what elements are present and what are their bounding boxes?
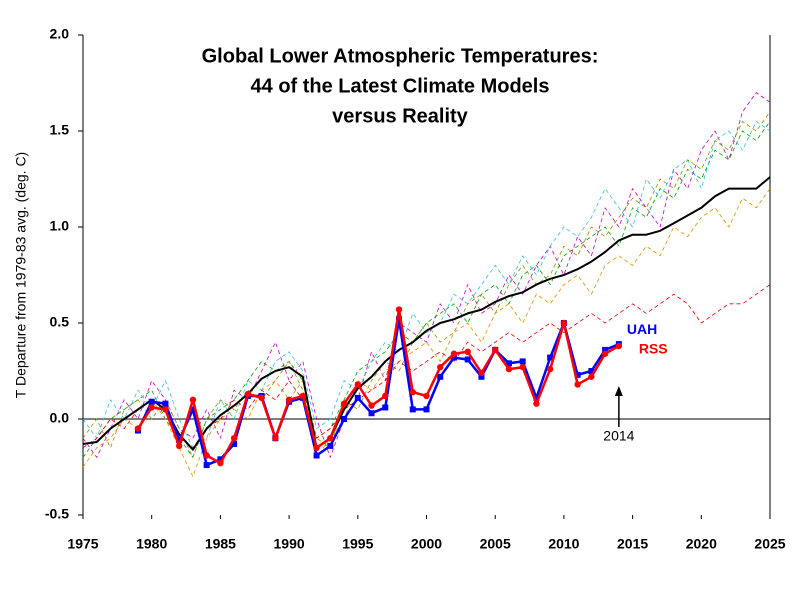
x-tick-label: 1985 bbox=[205, 536, 236, 552]
data-point bbox=[409, 388, 416, 396]
data-point bbox=[464, 348, 471, 355]
x-tick-label: 1975 bbox=[67, 536, 98, 552]
data-point bbox=[327, 435, 334, 442]
chart-title: Global Lower Atmospheric Temperatures: bbox=[202, 45, 599, 67]
data-point bbox=[244, 390, 252, 398]
data-point bbox=[341, 416, 348, 422]
data-point bbox=[615, 342, 623, 350]
data-point bbox=[492, 346, 499, 354]
data-point bbox=[409, 406, 416, 413]
data-point bbox=[519, 358, 526, 365]
y-tick-label: 0.0 bbox=[50, 410, 70, 426]
x-tick-label: 2025 bbox=[754, 536, 785, 552]
y-tick-label: -0.5 bbox=[45, 506, 69, 522]
data-point bbox=[505, 360, 512, 367]
data-point bbox=[423, 406, 430, 413]
x-tick-label: 2000 bbox=[411, 536, 442, 552]
data-point bbox=[272, 435, 279, 442]
data-point bbox=[258, 394, 265, 402]
data-point bbox=[189, 406, 196, 413]
data-point bbox=[574, 371, 581, 378]
data-point bbox=[505, 365, 513, 373]
data-point bbox=[396, 316, 403, 323]
data-point bbox=[327, 442, 334, 449]
data-point bbox=[382, 392, 389, 400]
data-point bbox=[574, 381, 581, 388]
data-point bbox=[533, 400, 540, 407]
annotation-arrowhead bbox=[614, 386, 623, 396]
data-point bbox=[478, 369, 485, 377]
data-point bbox=[162, 406, 169, 413]
data-point bbox=[340, 400, 348, 407]
data-point bbox=[588, 373, 595, 380]
data-point bbox=[313, 452, 320, 459]
series-label: RSS bbox=[639, 341, 668, 357]
data-point bbox=[203, 462, 210, 469]
data-point bbox=[134, 425, 142, 432]
data-point bbox=[148, 404, 155, 411]
y-axis-label: T Departure from 1979-83 avg. (deg. C) bbox=[13, 152, 29, 398]
x-tick-label: 2020 bbox=[686, 536, 717, 552]
data-point bbox=[546, 365, 554, 373]
y-tick-label: 1.5 bbox=[50, 122, 70, 138]
data-point bbox=[217, 456, 224, 463]
x-tick-label: 2015 bbox=[617, 536, 648, 552]
data-point bbox=[602, 346, 609, 353]
x-tick-label: 2010 bbox=[548, 536, 579, 552]
x-tick-label: 2005 bbox=[480, 536, 511, 552]
data-point bbox=[368, 410, 375, 417]
data-point bbox=[231, 440, 238, 447]
data-point bbox=[368, 402, 375, 409]
data-point bbox=[395, 306, 403, 313]
data-point bbox=[203, 452, 210, 459]
data-point bbox=[299, 392, 307, 400]
x-tick-label: 1995 bbox=[342, 536, 373, 552]
data-point bbox=[601, 350, 609, 357]
data-point bbox=[175, 442, 183, 450]
data-point bbox=[176, 437, 183, 444]
data-point bbox=[588, 368, 595, 374]
data-point bbox=[547, 354, 554, 361]
data-point bbox=[450, 354, 457, 361]
chart-title: versus Reality bbox=[332, 105, 469, 127]
x-tick-label: 1990 bbox=[274, 536, 305, 552]
y-tick-label: 1.0 bbox=[50, 218, 70, 234]
data-point bbox=[382, 404, 389, 411]
data-point bbox=[217, 459, 224, 467]
data-point bbox=[189, 396, 197, 403]
data-point bbox=[560, 319, 568, 327]
data-point bbox=[285, 396, 293, 403]
chart-title: 44 of the Latest Climate Models bbox=[251, 75, 550, 97]
data-point bbox=[354, 381, 361, 388]
y-tick-label: 0.5 bbox=[50, 314, 70, 330]
data-point bbox=[230, 435, 238, 442]
annotation: 2014 bbox=[603, 428, 634, 444]
data-point bbox=[478, 373, 485, 380]
series-line bbox=[82, 176, 771, 451]
data-point bbox=[464, 356, 471, 363]
data-point bbox=[450, 350, 458, 357]
x-tick-label: 1980 bbox=[136, 536, 167, 552]
series-label: UAH bbox=[627, 321, 657, 337]
y-tick-label: 2.0 bbox=[50, 26, 70, 42]
data-point bbox=[162, 400, 169, 407]
data-point bbox=[313, 444, 320, 451]
series-line bbox=[82, 121, 771, 449]
data-point bbox=[437, 373, 444, 380]
data-point bbox=[519, 363, 526, 371]
series-line bbox=[82, 188, 771, 477]
data-point bbox=[533, 394, 540, 401]
data-point bbox=[423, 392, 430, 400]
data-point bbox=[148, 398, 155, 405]
data-point bbox=[354, 394, 361, 401]
data-point bbox=[437, 363, 444, 371]
